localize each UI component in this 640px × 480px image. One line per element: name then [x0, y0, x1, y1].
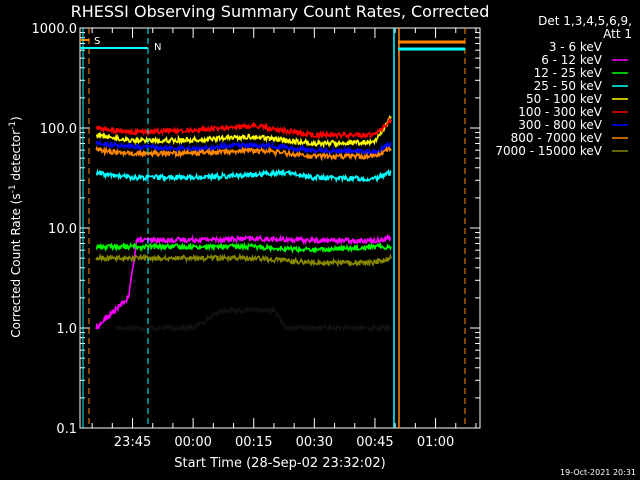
legend-entry-label: 3 - 6 keV: [549, 40, 603, 54]
chart-title: RHESSI Observing Summary Count Rates, Co…: [71, 2, 490, 21]
series-line: [95, 117, 392, 141]
footer-date: 19-Oct-2021 20:31: [560, 468, 636, 477]
legend-header-line-1: Det 1,3,4,5,6,9,: [538, 14, 632, 28]
series-line: [95, 114, 392, 149]
y-tick-label: 0.1: [56, 422, 77, 437]
flag-n-label: N: [154, 42, 161, 53]
legend-entry-label: 25 - 50 keV: [534, 79, 603, 93]
y-axis-label-sup-1: -1: [8, 184, 18, 193]
x-tick-label: 00:15: [235, 435, 272, 450]
x-tick-label: 23:45: [114, 435, 151, 450]
x-axis-label: Start Time (28-Sep-02 23:32:02): [174, 456, 385, 471]
legend-entry-label: 800 - 7000 keV: [511, 131, 603, 145]
y-tick-label: 100.0: [40, 122, 77, 137]
series-line: [95, 138, 392, 156]
y-tick-label: 10.0: [48, 222, 77, 237]
legend-entry-label: 300 - 800 keV: [518, 118, 602, 132]
legend-entry-label: 6 - 12 keV: [541, 53, 603, 67]
legend-entry-label: 50 - 100 keV: [526, 92, 603, 106]
y-axis-label-mid: detector: [9, 130, 23, 185]
flag-s-label: S: [94, 36, 100, 47]
series-line: [95, 145, 392, 162]
y-tick-label: 1.0: [56, 322, 77, 337]
y-tick-label: 1000.0: [32, 22, 78, 37]
series-line: [115, 304, 392, 334]
legend-entry-label: 12 - 25 keV: [534, 66, 603, 80]
x-tick-label: 00:00: [174, 435, 211, 450]
y-axis-label-sup-2: -1: [8, 121, 18, 130]
legend-entry-label: 100 - 300 keV: [518, 105, 602, 119]
plot-area: 0.1 1.0 10.0 100.0 1000.0 23:45 00:00 00:15 00:3…: [32, 22, 481, 450]
plot-frame: [79, 27, 481, 429]
series-line: [95, 252, 392, 268]
x-tick-label: 00:45: [356, 435, 393, 450]
series-line: [95, 168, 392, 184]
y-axis-label-text: Corrected Count Rate (s: [9, 193, 23, 337]
series-line: [95, 233, 392, 330]
y-axis-label: Corrected Count Rate (s-1 detector-1): [8, 116, 23, 337]
legend-header-line-2: Att 1: [603, 27, 632, 41]
legend-entry-label: 7000 - 15000 keV: [495, 144, 602, 158]
series-line: [95, 241, 392, 254]
x-axis-label-text: Start Time (28-Sep-02 23:32:02): [174, 456, 385, 471]
legend-header: Det 1,3,4,5,6,9, Att 1: [538, 14, 632, 41]
x-tick-label: 01:00: [417, 435, 454, 450]
x-tick-label: 00:30: [296, 435, 333, 450]
y-axis-label-end: ): [9, 116, 23, 121]
